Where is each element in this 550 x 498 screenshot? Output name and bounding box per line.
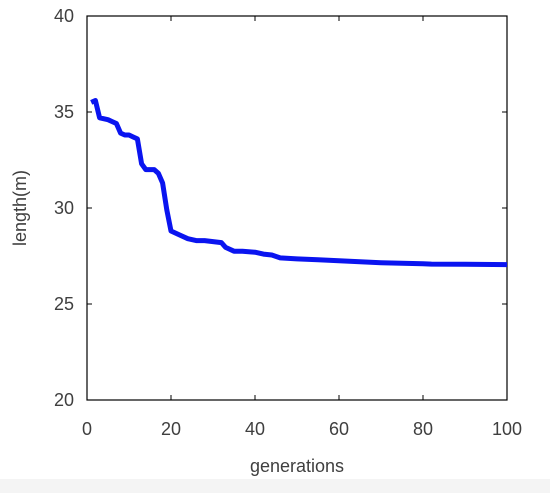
bottom-strip — [0, 479, 550, 493]
series-layer — [90, 98, 508, 268]
x-tick-label: 80 — [413, 419, 433, 439]
series-line — [90, 98, 508, 268]
tick-marks — [86, 15, 508, 401]
x-tick-label: 20 — [161, 419, 181, 439]
x-tick-label: 100 — [492, 419, 522, 439]
y-tick-label: 35 — [54, 102, 74, 122]
plot-area — [86, 15, 508, 401]
y-tick-label: 30 — [54, 198, 74, 218]
y-tick-label: 40 — [54, 6, 74, 26]
y-axis-label: length(m) — [10, 170, 30, 246]
x-tick-label: 40 — [245, 419, 265, 439]
x-tick-label: 60 — [329, 419, 349, 439]
y-tick-label: 25 — [54, 294, 74, 314]
tick-labels: 0 20 40 60 80 100 20 25 30 35 40 — [54, 6, 522, 439]
y-tick-label: 20 — [54, 390, 74, 410]
x-axis-label: generations — [250, 456, 344, 476]
x-tick-label: 0 — [82, 419, 92, 439]
